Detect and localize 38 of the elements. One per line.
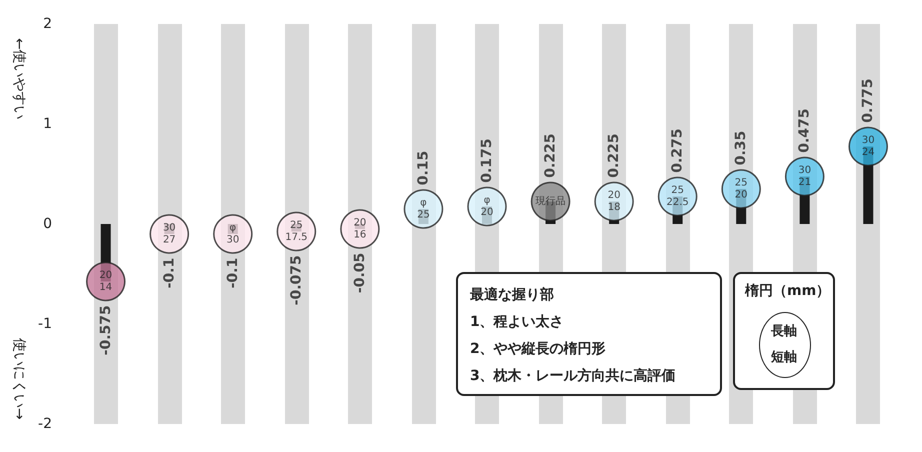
x-tick-label: 25 20 [734, 178, 748, 200]
x-tick-label: 20 18 [608, 190, 620, 213]
data-label: -0.575 [98, 305, 114, 356]
x-tick-label: 20 16 [354, 218, 366, 240]
y-axis-title: ←使いやすい [11, 38, 27, 120]
data-label: -0.1 [224, 258, 241, 288]
data-label: 0.475 [796, 108, 813, 153]
annotation: 長軸 [770, 323, 798, 340]
data-label: 0.35 [733, 130, 750, 166]
data-label: -0.075 [288, 255, 304, 306]
x-tick-label: 30 24 [862, 135, 875, 158]
y-tick-label: -2 [38, 416, 52, 432]
y-tick-label: 1 [43, 116, 52, 132]
data-label: 0.775 [860, 78, 876, 123]
x-tick-label: 30 27 [162, 222, 176, 246]
y-tick-label: 0 [43, 216, 52, 232]
x-tick-label: φ 25 [417, 198, 430, 220]
x-tick-label: 20 14 [99, 270, 112, 293]
annotation: 楕円（mm） [745, 282, 830, 300]
data-label: 0.275 [670, 128, 686, 173]
x-tick-label: 25 17.5 [285, 220, 308, 243]
note-box: 最適な握り部 1、程よい太さ 2、やや縦長の楕円形 3、枕木・レール方向共に高評価 [456, 272, 722, 396]
data-label: -0.1 [161, 258, 178, 288]
data-label: 0.225 [606, 133, 622, 178]
data-label: 0.175 [479, 138, 495, 183]
data-label: -0.05 [352, 252, 368, 294]
text: 使いにくい→ [11, 338, 27, 420]
x-tick-label: φ 20 [480, 195, 494, 218]
y-tick-label: 2 [43, 16, 52, 32]
data-label: 0.15 [415, 150, 432, 186]
y-tick-label: -1 [38, 316, 52, 332]
x-tick-label: 現行品 [536, 196, 566, 207]
x-tick-label: 30 21 [798, 165, 812, 188]
x-tick-label: 25 22.5 [666, 185, 689, 208]
data-label: 0.225 [542, 133, 559, 178]
key-box: 楕円（mm） 長軸 短軸 [733, 272, 835, 390]
annotation: 短軸 [770, 349, 798, 366]
x-tick-label: φ 30 [226, 222, 240, 246]
